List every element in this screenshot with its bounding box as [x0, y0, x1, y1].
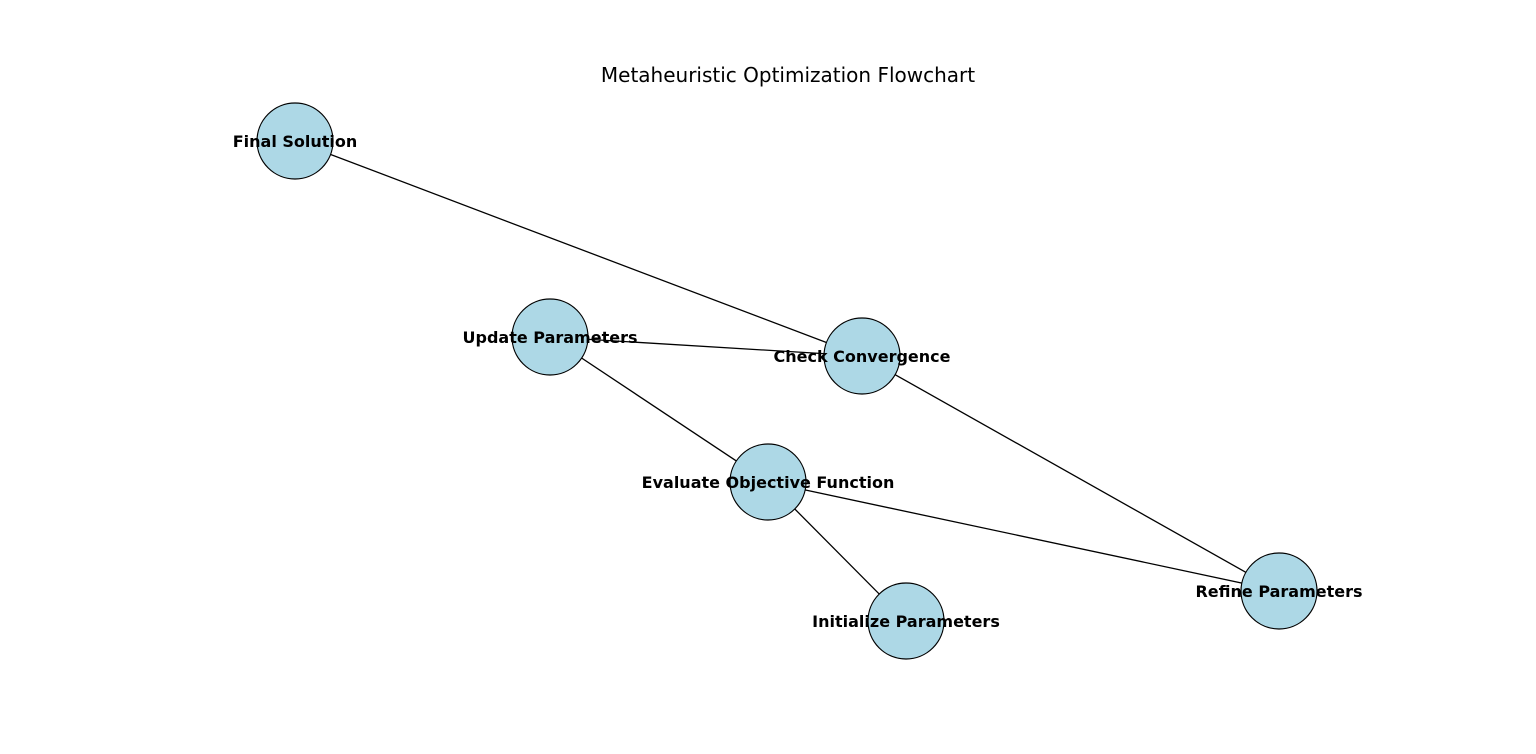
node-label: Check Convergence	[773, 347, 950, 366]
edge-update-parameters-to-check-convergence	[549, 336, 863, 357]
node-label: Initialize Parameters	[812, 612, 1000, 631]
node-circle	[823, 317, 901, 395]
node-circle	[1240, 552, 1318, 630]
node-label: Refine Parameters	[1195, 582, 1362, 601]
node-circle	[256, 102, 334, 180]
node-label: Update Parameters	[463, 328, 638, 347]
node-label: Evaluate Objective Function	[642, 473, 895, 492]
node-label: Final Solution	[233, 132, 358, 151]
node-update-parameters: Update Parameters	[463, 298, 638, 376]
node-check-convergence: Check Convergence	[773, 317, 951, 395]
node-evaluate-objective-function: Evaluate Objective Function	[642, 443, 895, 521]
edge-evaluate-objective-function-to-refine-parameters	[767, 481, 1280, 592]
node-final-solution: Final Solution	[233, 102, 358, 180]
edge-update-parameters-to-evaluate-objective-function	[549, 336, 769, 483]
edge-check-convergence-to-refine-parameters	[861, 355, 1280, 592]
edges-layer	[294, 140, 1280, 622]
node-circle	[511, 298, 589, 376]
edge-final-solution-to-check-convergence	[294, 140, 863, 357]
node-circle	[729, 443, 807, 521]
node-circle	[867, 582, 945, 660]
diagram-title: Metaheuristic Optimization Flowchart	[601, 63, 975, 87]
node-initialize-parameters: Initialize Parameters	[812, 582, 1000, 660]
nodes-layer: Final Solution Update Parameters Check Con…	[233, 102, 1363, 660]
node-refine-parameters: Refine Parameters	[1195, 552, 1363, 630]
